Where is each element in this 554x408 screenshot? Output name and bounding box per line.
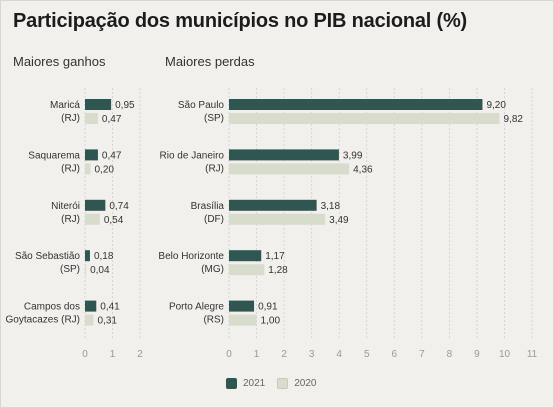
gains-value-label-2020-0: 0,47 — [102, 114, 122, 125]
losses-category-label-1-0: Rio de Janeiro — [160, 150, 225, 161]
losses-category-label-1-1: (RJ) — [205, 163, 224, 174]
gains-category-label-4-0: Campos dos — [24, 302, 80, 313]
gains-category-label-2-1: (RJ) — [61, 214, 80, 225]
losses-tick-label-7: 7 — [419, 349, 425, 360]
losses-tick-label-6: 6 — [392, 349, 398, 360]
losses-value-label-2021-3: 1,17 — [265, 251, 285, 262]
losses-value-label-2020-0: 9,82 — [504, 114, 524, 125]
gains-value-label-2021-0: 0,95 — [115, 100, 135, 111]
legend-swatch-2020 — [277, 378, 289, 389]
gains-value-label-2020-1: 0,20 — [95, 164, 115, 175]
losses-value-label-2020-1: 4,36 — [353, 164, 373, 175]
losses-tick-label-1: 1 — [254, 349, 260, 360]
losses-tick-label-8: 8 — [447, 349, 453, 360]
gains-category-label-2-0: Niterói — [51, 201, 80, 212]
losses-tick-label-9: 9 — [474, 349, 480, 360]
losses-bar-2020-3 — [229, 264, 265, 276]
gains-category-label-0-0: Maricá — [50, 100, 80, 111]
gains-category-label-3-1: (SP) — [60, 264, 80, 275]
legend-label-2020: 2020 — [294, 378, 317, 389]
losses-bar-2020-4 — [229, 314, 257, 326]
gains-bar-2021-2 — [85, 199, 106, 211]
gains-bar-2020-0 — [85, 113, 98, 124]
losses-tick-label-3: 3 — [309, 349, 315, 360]
gains-value-label-2021-4: 0,41 — [100, 302, 120, 313]
gains-tick-label-1: 1 — [110, 349, 116, 360]
gains-value-label-2020-2: 0,54 — [104, 215, 124, 226]
gains-value-label-2020-4: 0,31 — [98, 316, 118, 327]
losses-tick-label-2: 2 — [281, 349, 287, 360]
losses-value-label-2020-4: 1,00 — [261, 316, 281, 327]
losses-bar-2021-1 — [229, 149, 339, 161]
gains-tick-label-0: 0 — [82, 349, 88, 360]
losses-category-label-4-1: (RS) — [203, 315, 224, 326]
losses-bar-2021-2 — [229, 199, 317, 211]
chart-title: Participação dos municípios no PIB nacio… — [13, 10, 468, 32]
gains-bar-2021-4 — [85, 300, 97, 312]
losses-value-label-2020-3: 1,28 — [268, 265, 288, 276]
losses-category-label-4-0: Porto Alegre — [169, 302, 224, 313]
losses-category-label-2-1: (DF) — [204, 214, 224, 225]
losses-bar-2020-2 — [229, 213, 326, 225]
legend-swatch-2021 — [226, 378, 237, 389]
losses-tick-label-0: 0 — [226, 349, 232, 360]
subtitle-losses: Maiores perdas — [165, 54, 255, 69]
legend: 2021 2020 — [226, 378, 329, 389]
losses-bar-2020-0 — [229, 113, 500, 124]
gains-category-label-1-1: (RJ) — [61, 163, 80, 174]
gains-category-label-3-0: São Sebastião — [15, 251, 80, 262]
gains-bar-2020-3 — [85, 264, 87, 276]
losses-tick-label-10: 10 — [499, 349, 511, 360]
gains-bar-2021-1 — [85, 149, 98, 161]
gains-bar-2020-2 — [85, 213, 100, 225]
gains-category-label-0-1: (RJ) — [61, 113, 80, 124]
gains-bar-2021-0 — [85, 99, 112, 110]
losses-value-label-2021-1: 3,99 — [343, 150, 363, 161]
legend-label-2021: 2021 — [243, 378, 266, 389]
losses-value-label-2021-0: 9,20 — [486, 100, 506, 111]
legend-item-2020: 2020 — [277, 378, 317, 389]
losses-bar-2020-1 — [229, 163, 350, 175]
losses-bar-2021-0 — [229, 99, 483, 110]
losses-tick-label-11: 11 — [527, 349, 538, 360]
gains-value-label-2021-2: 0,74 — [109, 201, 129, 212]
losses-category-label-3-1: (MG) — [201, 264, 224, 275]
losses-bar-2021-4 — [229, 300, 255, 312]
losses-category-label-0-0: São Paulo — [178, 100, 225, 111]
gains-category-label-1-0: Saquarema — [28, 150, 80, 161]
losses-bar-2021-3 — [229, 250, 262, 262]
gains-bar-2021-3 — [85, 250, 90, 262]
losses-value-label-2021-2: 3,18 — [321, 201, 341, 212]
gains-bar-2020-1 — [85, 163, 91, 175]
losses-category-label-3-0: Belo Horizonte — [158, 251, 224, 262]
gains-value-label-2020-3: 0,04 — [90, 265, 110, 276]
gains-bar-2020-4 — [85, 314, 94, 326]
losses-tick-label-4: 4 — [336, 349, 342, 360]
losses-value-label-2020-2: 3,49 — [329, 215, 349, 226]
losses-value-label-2021-4: 0,91 — [258, 302, 278, 313]
legend-item-2021: 2021 — [226, 378, 265, 389]
subtitle-gains: Maiores ganhos — [13, 54, 106, 69]
gains-tick-label-2: 2 — [137, 349, 143, 360]
gains-value-label-2021-1: 0,47 — [102, 150, 122, 161]
losses-category-label-0-1: (SP) — [204, 113, 224, 124]
losses-tick-label-5: 5 — [364, 349, 370, 360]
losses-category-label-2-0: Brasília — [191, 201, 225, 212]
gains-value-label-2021-3: 0,18 — [94, 251, 114, 262]
gains-category-label-4-1: Goytacazes (RJ) — [6, 315, 80, 326]
